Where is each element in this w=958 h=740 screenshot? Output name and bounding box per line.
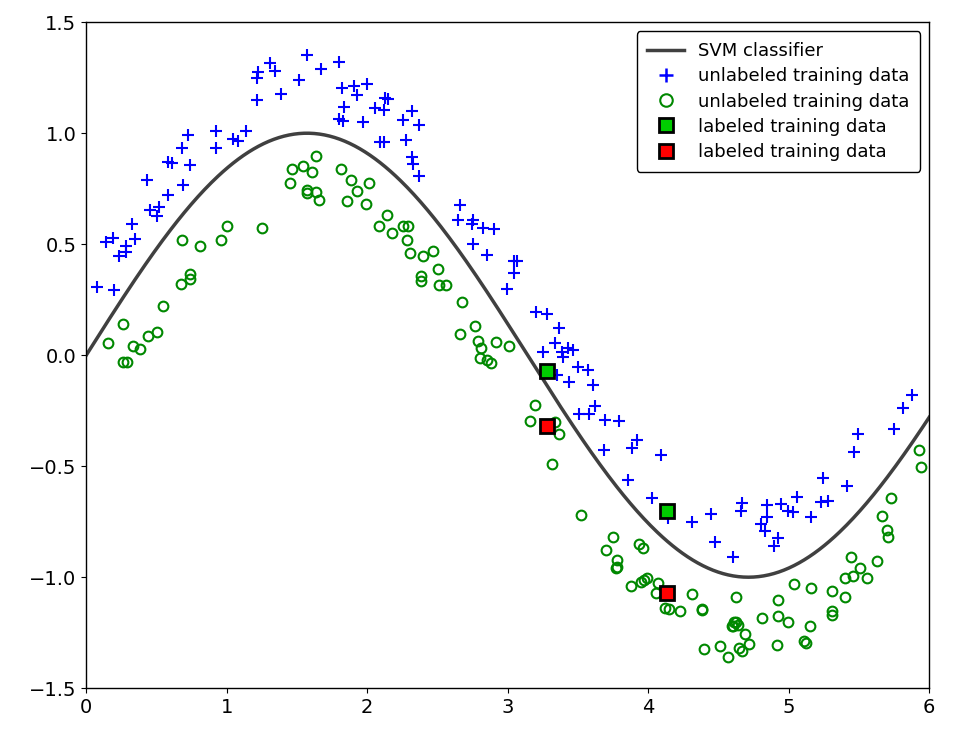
Legend: SVM classifier, unlabeled training data, unlabeled training data, labeled traini: SVM classifier, unlabeled training data,…: [637, 31, 921, 172]
